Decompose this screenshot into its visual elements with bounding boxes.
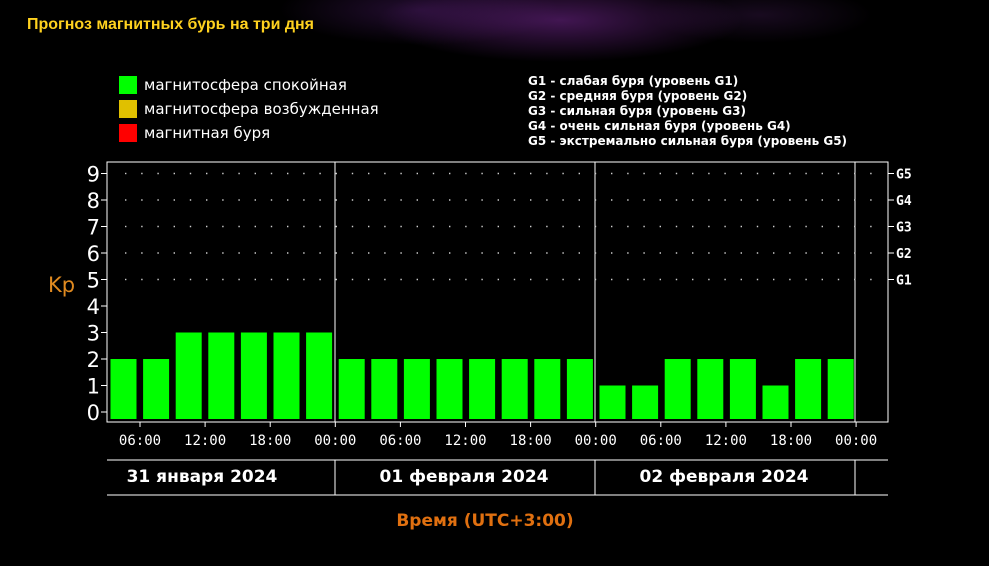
kp-bar-8 [338, 359, 365, 419]
y-tick-label: 4 [87, 295, 100, 319]
kp-bar-7 [306, 332, 333, 419]
legend-swatch-1 [119, 76, 137, 94]
page-title: Прогноз магнитных бурь на три дня [27, 16, 314, 33]
plot-frame [106, 161, 889, 423]
x-tick-label: 12:00 [184, 433, 226, 449]
y-tick-label: 8 [87, 189, 100, 213]
kp-bar-18 [664, 359, 691, 419]
kp-bar-13 [501, 359, 528, 419]
g-legend-item-3: G3 - сильная буря (уровень G3) [528, 104, 746, 118]
legend-label-3: магнитная буря [144, 124, 270, 142]
kp-bar-6 [273, 332, 300, 419]
kp-bar-22 [795, 359, 822, 419]
kp-bar-15 [566, 359, 593, 419]
day-label-1: 31 января 2024 [127, 467, 278, 487]
day-label-3: 02 февраля 2024 [640, 467, 809, 487]
y-tick-label: 7 [87, 216, 100, 240]
kp-bar-2 [143, 359, 170, 419]
y-tick-label: 6 [87, 242, 100, 266]
kp-bar-1 [110, 359, 137, 419]
g-tick-label: G5 [896, 168, 912, 183]
kp-bar-19 [697, 359, 724, 419]
y-tick-label: 3 [87, 322, 100, 346]
day-label-2: 01 февраля 2024 [380, 467, 549, 487]
y-tick-label: 2 [87, 348, 100, 372]
x-tick-label: 18:00 [249, 433, 291, 449]
kp-bar-20 [729, 359, 756, 419]
kp-bar-10 [403, 359, 430, 419]
x-tick-label: 12:00 [444, 433, 486, 449]
g-tick-label: G4 [896, 194, 912, 209]
kp-bar-3 [175, 332, 202, 419]
legend-label-1: магнитосфера спокойная [144, 76, 347, 94]
kp-bar-23 [827, 359, 854, 419]
kp-bar-16 [599, 385, 626, 419]
kp-bar-4 [208, 332, 235, 419]
y-tick-label: 0 [87, 401, 100, 425]
x-tick-label: 18:00 [510, 433, 552, 449]
x-tick-label: 06:00 [119, 433, 161, 449]
y-tick-label: 1 [87, 375, 100, 399]
legend-label-2: магнитосфера возбужденная [144, 100, 379, 118]
g-tick-label: G2 [896, 247, 912, 262]
kp-bar-5 [240, 332, 267, 419]
g-tick-label: G3 [896, 221, 912, 236]
g-legend-item-2: G2 - средняя буря (уровень G2) [528, 89, 747, 103]
x-tick-label: 00:00 [835, 433, 877, 449]
x-tick-label: 00:00 [575, 433, 617, 449]
kp-bar-9 [371, 359, 398, 419]
x-tick-label: 06:00 [640, 433, 682, 449]
g-tick-label: G1 [896, 274, 912, 289]
kp-bar-12 [469, 359, 496, 419]
g-legend-item-5: G5 - экстремально сильная буря (уровень … [528, 134, 847, 148]
x-tick-label: 12:00 [705, 433, 747, 449]
kp-bar-17 [632, 385, 659, 419]
legend-swatch-2 [119, 100, 137, 118]
kp-bar-21 [762, 385, 789, 419]
legend-swatch-3 [119, 124, 137, 142]
x-tick-label: 00:00 [314, 433, 356, 449]
y-tick-label: 5 [87, 269, 100, 293]
g-legend-item-4: G4 - очень сильная буря (уровень G4) [528, 119, 791, 133]
y-tick-label: 9 [87, 163, 100, 187]
y-axis-label: Kp [48, 273, 75, 297]
kp-bar-11 [436, 359, 463, 419]
x-axis-label: Время (UTC+3:00) [396, 511, 573, 531]
x-tick-label: 06:00 [379, 433, 421, 449]
g-legend-item-1: G1 - слабая буря (уровень G1) [528, 74, 738, 88]
kp-bar-14 [534, 359, 561, 419]
x-tick-label: 18:00 [770, 433, 812, 449]
